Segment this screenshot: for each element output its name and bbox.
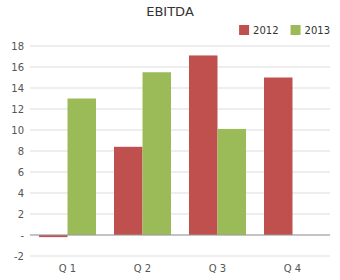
zero-line: [30, 235, 330, 236]
grid-line: [30, 67, 330, 68]
bar: [218, 129, 247, 235]
grid: [30, 46, 330, 256]
x-tick-label: Q 3: [209, 263, 226, 274]
x-tick-label: Q 1: [59, 263, 76, 274]
bar: [189, 55, 218, 235]
y-tick-label: 6: [18, 167, 24, 178]
y-tick-label: 8: [18, 146, 24, 157]
y-tick-label: -2: [14, 251, 24, 262]
legend-label: 2012: [253, 25, 278, 36]
legend-swatch: [239, 25, 249, 35]
legend-swatch: [291, 25, 301, 35]
bar: [68, 99, 97, 236]
y-tick-label: 10: [11, 125, 24, 136]
y-tick-label: 14: [11, 83, 24, 94]
x-tick-label: Q 2: [134, 263, 151, 274]
grid-line: [30, 256, 330, 257]
y-tick-label: 16: [11, 62, 24, 73]
bar: [143, 72, 172, 235]
x-tick-label: Q 4: [284, 263, 301, 274]
y-tick-label: 18: [11, 41, 24, 52]
chart: EBITDA-2-24681012141618Q 1Q 2Q 3Q 420132…: [0, 0, 340, 280]
legend-label: 2013: [305, 25, 330, 36]
y-tick-label: -: [20, 230, 24, 241]
title: EBITDA: [146, 4, 194, 19]
bars: [39, 55, 293, 237]
bar: [264, 78, 293, 236]
y-tick-label: 12: [11, 104, 24, 115]
bar: [114, 147, 143, 235]
y-tick-label: 4: [18, 188, 24, 199]
grid-line: [30, 46, 330, 47]
y-tick-label: 2: [18, 209, 24, 220]
legend: 2013 2012: [239, 25, 330, 36]
grid-line: [30, 235, 330, 236]
